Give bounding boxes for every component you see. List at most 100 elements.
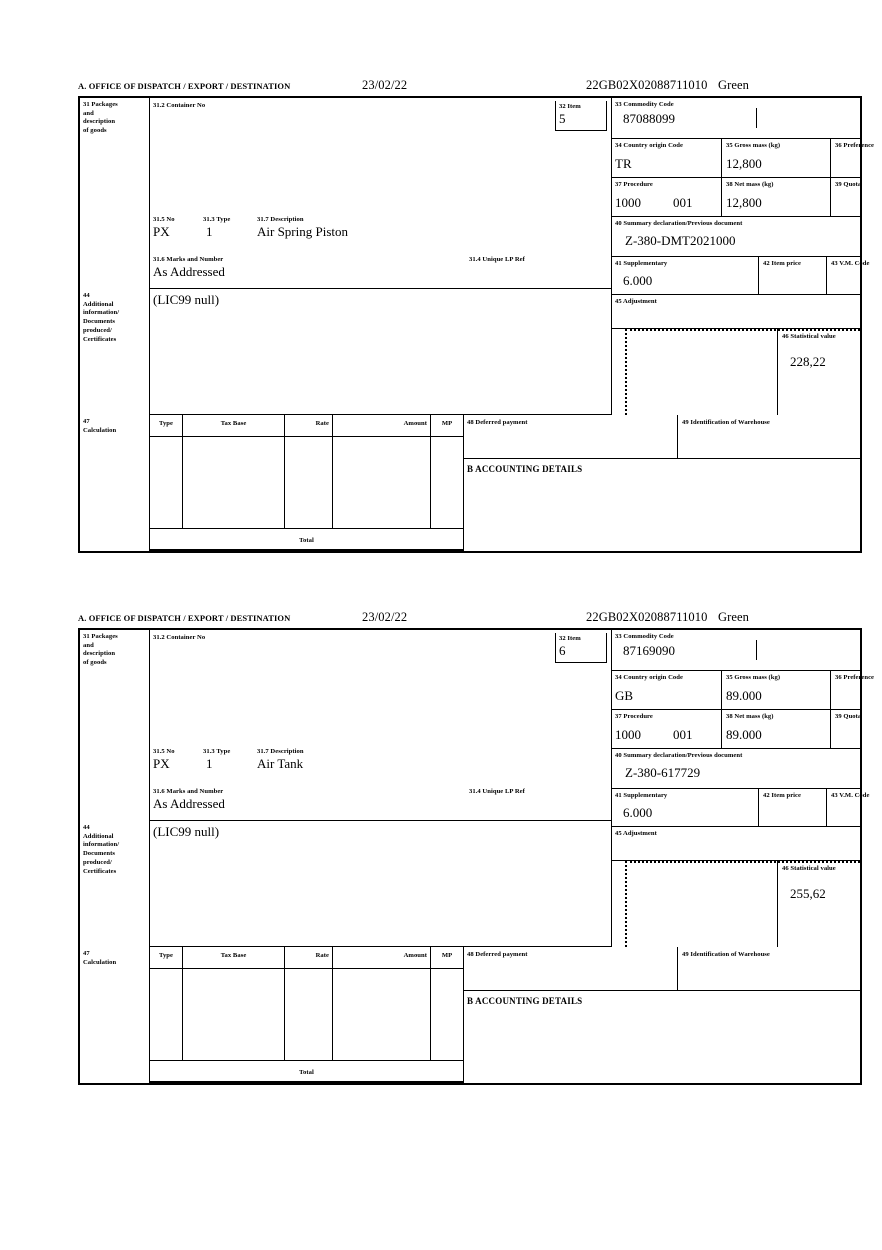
right-column: 33 Commodity Code 87169090 34 Country or… [611,630,874,947]
office-of-dispatch-label: A. OFFICE OF DISPATCH / EXPORT / DESTINA… [78,613,291,623]
procedure-value-primary: 1000 [615,727,641,742]
gross-mass-value: 89.000 [726,688,762,703]
box44-additional-information: (LIC99 null) [149,289,611,415]
col-amount: Amount [333,415,431,436]
dotted-divider-horizontal [625,861,860,863]
commodity-code-value: 87169090 [623,643,675,658]
box37-procedure: 37 Procedure 1000 001 [611,710,721,748]
box34-country-origin-code: 34 Country origin Code TR [611,139,721,177]
commodity-code-label: 33 Commodity Code [615,101,674,108]
gross-mass-label: 35 Gross mass (kg) [726,674,781,681]
box46-statistical-value: 46 Statistical value 255,62 [777,861,860,947]
col-tax-base: Tax Base [183,947,285,968]
procedure-value-primary: 1000 [615,195,641,210]
accounting-details-label: B ACCOUNTING DETAILS [467,996,583,1006]
goods-description-value: Air Spring Piston [257,224,349,239]
box34-country-origin-code: 34 Country origin Code GB [611,671,721,709]
box40-summary-declaration: 40 Summary declaration/Previous document… [611,217,860,257]
box48-49-row: 48 Deferred payment 49 Identification of… [463,415,860,459]
quota-label: 39 Quota [835,181,862,188]
box48-49-row: 48 Deferred payment 49 Identification of… [463,947,860,991]
box43-vm-code: 43 V.M. Code [826,257,869,294]
supplementary-label: 41 Supplementary [615,260,668,267]
declaration-date: 23/02/22 [362,610,408,624]
sheet-body: 31 Packages and description of goods 44 … [78,98,874,553]
office-of-dispatch-label: A. OFFICE OF DISPATCH / EXPORT / DESTINA… [78,81,291,91]
box45-adjustment: 45 Adjustment [611,295,860,329]
declaration-sheet-2: A. OFFICE OF DISPATCH / EXPORT / DESTINA… [78,610,874,1085]
total-label: Total [299,537,314,544]
country-origin-code-label: 34 Country origin Code [615,142,683,149]
declaration-sheet-1: A. OFFICE OF DISPATCH / EXPORT / DESTINA… [78,78,874,553]
goods-description-value: Air Tank [257,756,304,771]
declaration-copy-colour: Green [718,78,750,92]
box31-packages-and-description: 31.2 Container No 32 Item 6 31.5 No 31.3… [149,630,611,821]
box47-calculation: Type Tax Base Rate Amount MP Total [149,415,860,551]
stub-divider [149,630,150,947]
no-label: 31.5 No [153,216,175,223]
sheet-header: A. OFFICE OF DISPATCH / EXPORT / DESTINA… [78,78,862,98]
container-no-label: 31.2 Container No [153,102,206,109]
summary-declaration-label: 40 Summary declaration/Previous document [615,220,743,227]
supplementary-label: 41 Supplementary [615,792,668,799]
box33-commodity-code: 33 Commodity Code 87088099 [611,98,860,139]
cell-tax-base [183,437,285,528]
no-label: 31.5 No [153,748,175,755]
procedure-label: 37 Procedure [615,181,653,188]
declaration-reference: 22GB02X02088711010 [586,610,708,624]
container-no-label: 31.2 Container No [153,634,206,641]
box49-identification-of-warehouse: 49 Identification of Warehouse [677,947,860,990]
calculation-body-row [150,969,464,1061]
box41-43-row: 41 Supplementary 6.000 42 Item price 43 … [611,789,869,827]
box34-36-row: 34 Country origin Code GB 35 Gross mass … [611,671,874,710]
box44-additional-information: (LIC99 null) [149,821,611,947]
summary-declaration-label: 40 Summary declaration/Previous document [615,752,743,759]
box42-item-price: 42 Item price [758,789,826,826]
package-no-value: PX [153,224,170,239]
unique-lp-ref-label: 31.4 Unique LP Ref [469,788,525,795]
item-label: 32 Item [559,635,581,642]
procedure-value-secondary: 001 [673,195,693,210]
box38-net-mass: 38 Net mass (kg) 89.000 [721,710,830,748]
statistical-value-amount: 228,22 [790,354,826,369]
supplementary-value: 6.000 [623,805,653,820]
col-type: Type [150,947,183,968]
package-type-value: 1 [206,756,213,771]
total-label: Total [299,1069,314,1076]
marks-and-number-label: 31.6 Marks and Number [153,256,224,263]
item-price-label: 42 Item price [763,260,802,267]
marks-and-number-label: 31.6 Marks and Number [153,788,224,795]
dotted-divider-vertical [625,861,627,947]
box35-gross-mass: 35 Gross mass (kg) 12,800 [721,139,830,177]
item-value: 5 [559,110,566,126]
package-no-value: PX [153,756,170,771]
col-rate: Rate [285,947,333,968]
col-type: Type [150,415,183,436]
box32-item: 32 Item 6 [555,633,607,663]
box49-identification-of-warehouse: 49 Identification of Warehouse [677,415,860,458]
marks-and-number-value: As Addressed [153,796,225,811]
type-label: 31.3 Type [203,216,231,223]
cell-amount [333,437,431,528]
box41-supplementary: 41 Supplementary 6.000 [611,789,758,826]
box44-stub-label: 44 Additional information/ Documents pro… [83,824,120,875]
box37-39-row: 37 Procedure 1000 001 38 Net mass (kg) 8… [611,710,861,749]
gross-mass-label: 35 Gross mass (kg) [726,142,781,149]
cell-mp [431,969,464,1060]
description-label: 31.7 Description [257,216,304,223]
calculation-header-row: Type Tax Base Rate Amount MP [150,415,464,437]
col-tax-base: Tax Base [183,415,285,436]
right-column: 33 Commodity Code 87088099 34 Country or… [611,98,874,415]
box40-summary-declaration: 40 Summary declaration/Previous document… [611,749,860,789]
net-mass-label: 38 Net mass (kg) [726,713,774,720]
country-origin-code-value: GB [615,688,634,703]
box44-value: (LIC99 null) [153,292,220,307]
gross-mass-value: 12,800 [726,156,762,171]
box41-supplementary: 41 Supplementary 6.000 [611,257,758,294]
dotted-divider-horizontal [625,329,860,331]
cell-tax-base [183,969,285,1060]
box43-vm-code: 43 V.M. Code [826,789,869,826]
box37-procedure: 37 Procedure 1000 001 [611,178,721,216]
cell-rate [285,969,333,1060]
